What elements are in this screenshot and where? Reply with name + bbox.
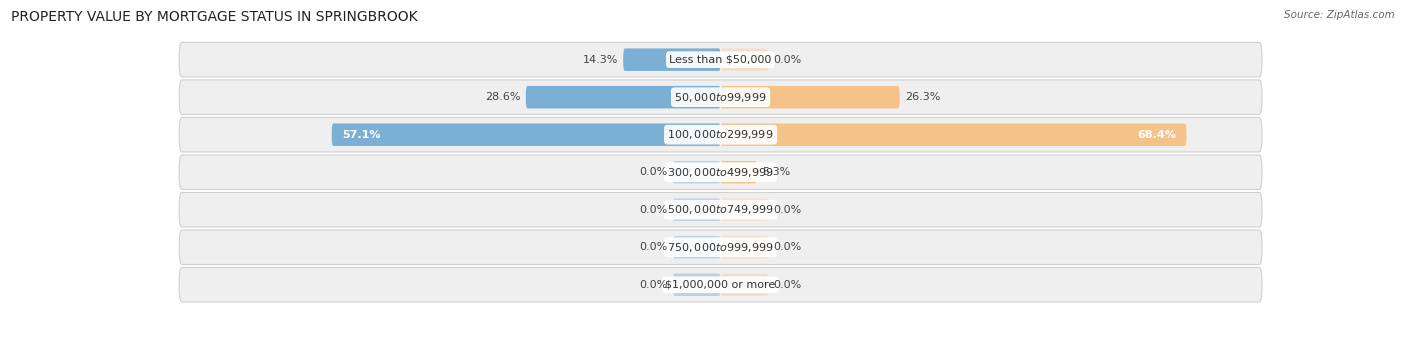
FancyBboxPatch shape	[526, 86, 721, 108]
Text: Source: ZipAtlas.com: Source: ZipAtlas.com	[1284, 10, 1395, 20]
FancyBboxPatch shape	[721, 123, 1187, 146]
Text: 26.3%: 26.3%	[905, 92, 941, 102]
FancyBboxPatch shape	[179, 42, 1263, 77]
Text: 57.1%: 57.1%	[342, 130, 381, 140]
Text: 0.0%: 0.0%	[640, 280, 668, 290]
FancyBboxPatch shape	[179, 155, 1263, 190]
Text: PROPERTY VALUE BY MORTGAGE STATUS IN SPRINGBROOK: PROPERTY VALUE BY MORTGAGE STATUS IN SPR…	[11, 10, 418, 24]
Text: 14.3%: 14.3%	[582, 55, 617, 65]
Legend: Without Mortgage, With Mortgage: Without Mortgage, With Mortgage	[598, 336, 844, 341]
Text: 0.0%: 0.0%	[640, 242, 668, 252]
Text: Less than $50,000: Less than $50,000	[669, 55, 772, 65]
Text: 5.3%: 5.3%	[762, 167, 790, 177]
Text: $500,000 to $749,999: $500,000 to $749,999	[668, 203, 773, 216]
Text: $50,000 to $99,999: $50,000 to $99,999	[675, 91, 766, 104]
FancyBboxPatch shape	[673, 273, 721, 296]
Text: 28.6%: 28.6%	[485, 92, 520, 102]
Text: $300,000 to $499,999: $300,000 to $499,999	[668, 166, 773, 179]
FancyBboxPatch shape	[721, 48, 768, 71]
Text: $1,000,000 or more: $1,000,000 or more	[665, 280, 776, 290]
Text: 68.4%: 68.4%	[1137, 130, 1177, 140]
Text: 0.0%: 0.0%	[773, 55, 801, 65]
FancyBboxPatch shape	[332, 123, 721, 146]
FancyBboxPatch shape	[673, 236, 721, 258]
Text: 0.0%: 0.0%	[773, 205, 801, 215]
FancyBboxPatch shape	[721, 273, 768, 296]
FancyBboxPatch shape	[179, 117, 1263, 152]
Text: 0.0%: 0.0%	[640, 205, 668, 215]
FancyBboxPatch shape	[179, 267, 1263, 302]
FancyBboxPatch shape	[721, 198, 768, 221]
FancyBboxPatch shape	[721, 236, 768, 258]
FancyBboxPatch shape	[721, 86, 900, 108]
FancyBboxPatch shape	[179, 230, 1263, 265]
Text: 0.0%: 0.0%	[773, 280, 801, 290]
Text: 0.0%: 0.0%	[773, 242, 801, 252]
Text: $100,000 to $299,999: $100,000 to $299,999	[668, 128, 773, 141]
FancyBboxPatch shape	[721, 161, 756, 183]
Text: 0.0%: 0.0%	[640, 167, 668, 177]
FancyBboxPatch shape	[673, 198, 721, 221]
FancyBboxPatch shape	[179, 80, 1263, 115]
FancyBboxPatch shape	[623, 48, 721, 71]
Text: $750,000 to $999,999: $750,000 to $999,999	[668, 241, 773, 254]
FancyBboxPatch shape	[673, 161, 721, 183]
FancyBboxPatch shape	[179, 192, 1263, 227]
